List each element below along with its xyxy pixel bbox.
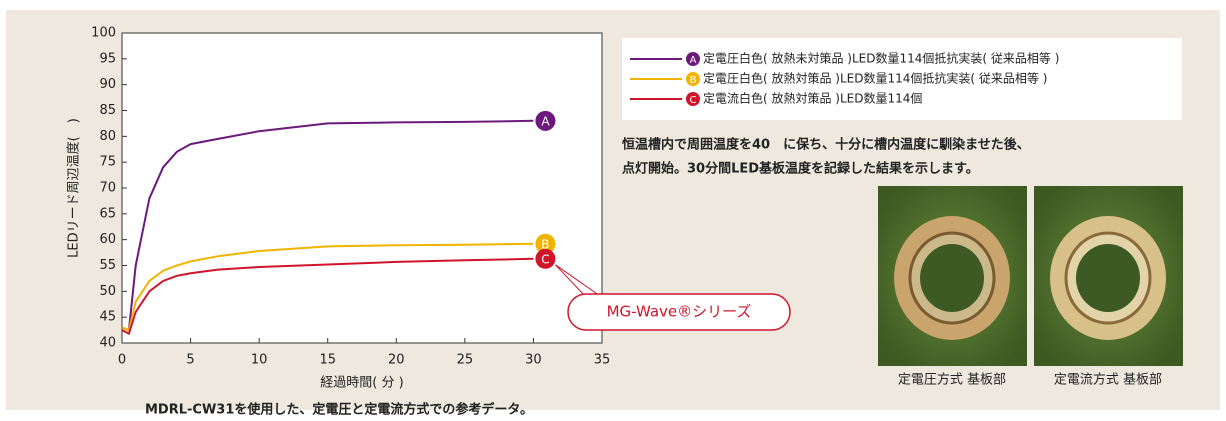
legend-label: 定電流白色( 放熱対策品 )LED数量114個 <box>703 91 922 106</box>
photo <box>878 186 1027 366</box>
x-tick-label: 5 <box>186 353 194 368</box>
x-tick-label: 35 <box>594 353 611 368</box>
photo-caption: 定電流方式 基板部 <box>1054 372 1162 388</box>
legend-marker-label: C <box>690 95 697 106</box>
chart: 恒温槽内で周囲温度を40 に保ち、十分に槽内温度に馴染ませた後、 点灯開始。30… <box>0 0 1226 421</box>
legend-label: 定電圧白色( 放熱対策品 )LED数量114個抵抗実装( 従来品相等 ) <box>703 71 1047 86</box>
legend-marker-label: B <box>690 75 697 86</box>
x-tick-label: 20 <box>388 353 405 368</box>
y-tick-label: 45 <box>99 310 116 325</box>
description-line: 点灯開始。30分間LED基板温度を記録した結果を示します。 <box>622 161 979 177</box>
series-end-label: A <box>541 114 550 128</box>
x-tick-label: 15 <box>319 353 336 368</box>
x-axis-label: 経過時間( 分 ) <box>320 376 403 391</box>
page: 恒温槽内で周囲温度を40 に保ち、十分に槽内温度に馴染ませた後、 点灯開始。30… <box>0 0 1226 421</box>
y-tick-label: 40 <box>99 336 116 351</box>
y-tick-label: 65 <box>99 206 116 221</box>
callout-text: MG-Wave®シリーズ <box>607 303 752 321</box>
photo-caption: 定電圧方式 基板部 <box>898 372 1006 388</box>
y-tick-label: 100 <box>91 26 116 41</box>
legend-marker-label: A <box>690 55 697 66</box>
series-end-label: C <box>541 252 549 266</box>
x-tick-label: 10 <box>251 353 268 368</box>
x-tick-label: 30 <box>525 353 542 368</box>
y-tick-label: 95 <box>99 51 116 66</box>
y-tick-label: 80 <box>99 129 116 144</box>
y-tick-label: 90 <box>99 77 116 92</box>
y-tick-label: 50 <box>99 284 116 299</box>
y-axis-label: LEDリード周辺温度( ) <box>66 118 82 258</box>
photo <box>1034 186 1183 366</box>
x-tick-label: 25 <box>457 353 474 368</box>
chart-caption: MDRL-CW31を使用した、定電圧と定電流方式での参考データ。 <box>145 402 533 418</box>
x-tick-label: 0 <box>118 353 126 368</box>
legend-label: 定電圧白色( 放熱未対策品 )LED数量114個抵抗実装( 従来品相等 ) <box>703 51 1059 66</box>
plot-area <box>122 33 602 343</box>
y-tick-label: 75 <box>99 155 116 170</box>
y-tick-label: 70 <box>99 181 116 196</box>
y-tick-label: 55 <box>99 258 116 273</box>
y-tick-label: 60 <box>99 232 116 247</box>
y-tick-label: 85 <box>99 103 116 118</box>
description-line: 恒温槽内で周囲温度を40 に保ち、十分に槽内温度に馴染ませた後、 <box>622 137 1030 153</box>
